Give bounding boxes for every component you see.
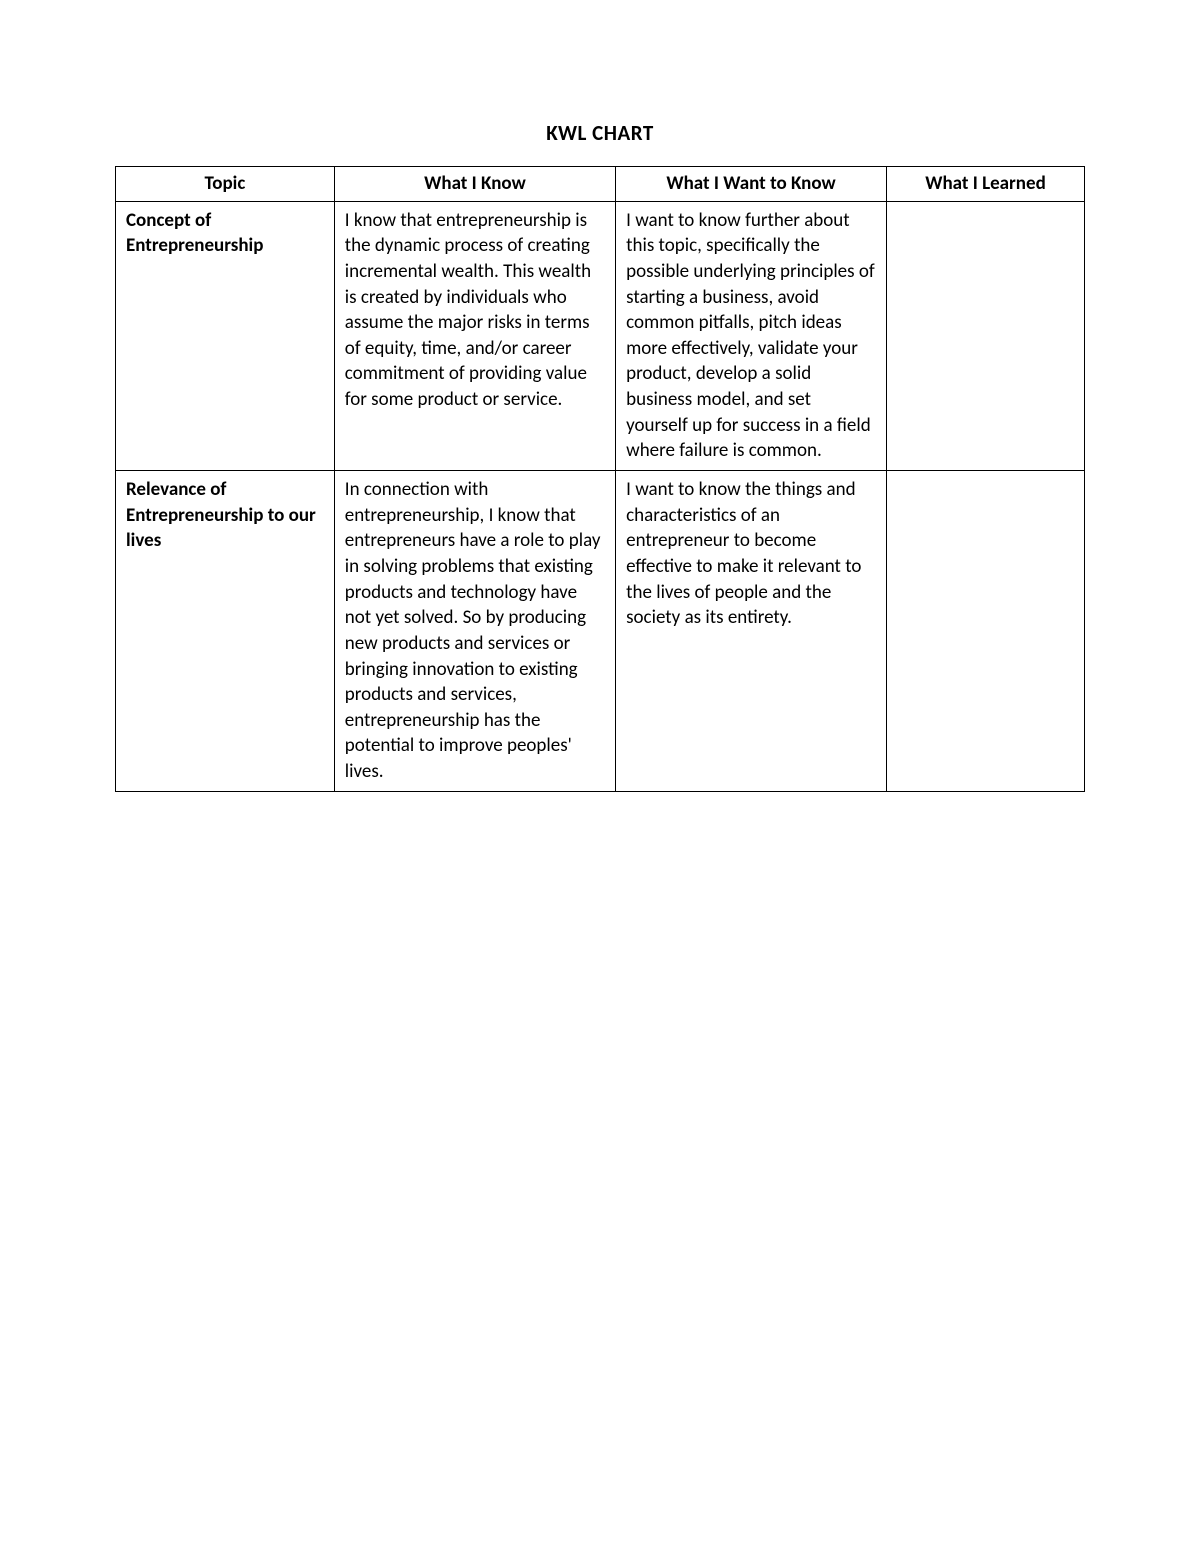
kwl-table: Topic What I Know What I Want to Know Wh…: [115, 166, 1085, 792]
header-learned: What I Learned: [887, 167, 1085, 202]
cell-know: I know that entrepreneurship is the dyna…: [334, 201, 615, 470]
header-know: What I Know: [334, 167, 615, 202]
table-row: Relevance of Entrepreneurship to our liv…: [116, 471, 1085, 792]
cell-learned: [887, 471, 1085, 792]
table-header-row: Topic What I Know What I Want to Know Wh…: [116, 167, 1085, 202]
header-want: What I Want to Know: [616, 167, 887, 202]
cell-topic: Concept of Entrepreneurship: [116, 201, 335, 470]
cell-want: I want to know further about this topic,…: [616, 201, 887, 470]
cell-topic: Relevance of Entrepreneurship to our liv…: [116, 471, 335, 792]
cell-want: I want to know the things and characteri…: [616, 471, 887, 792]
page-title: KWL CHART: [115, 120, 1085, 146]
cell-know: In connection with entrepreneurship, I k…: [334, 471, 615, 792]
cell-learned: [887, 201, 1085, 470]
table-row: Concept of Entrepreneurship I know that …: [116, 201, 1085, 470]
header-topic: Topic: [116, 167, 335, 202]
